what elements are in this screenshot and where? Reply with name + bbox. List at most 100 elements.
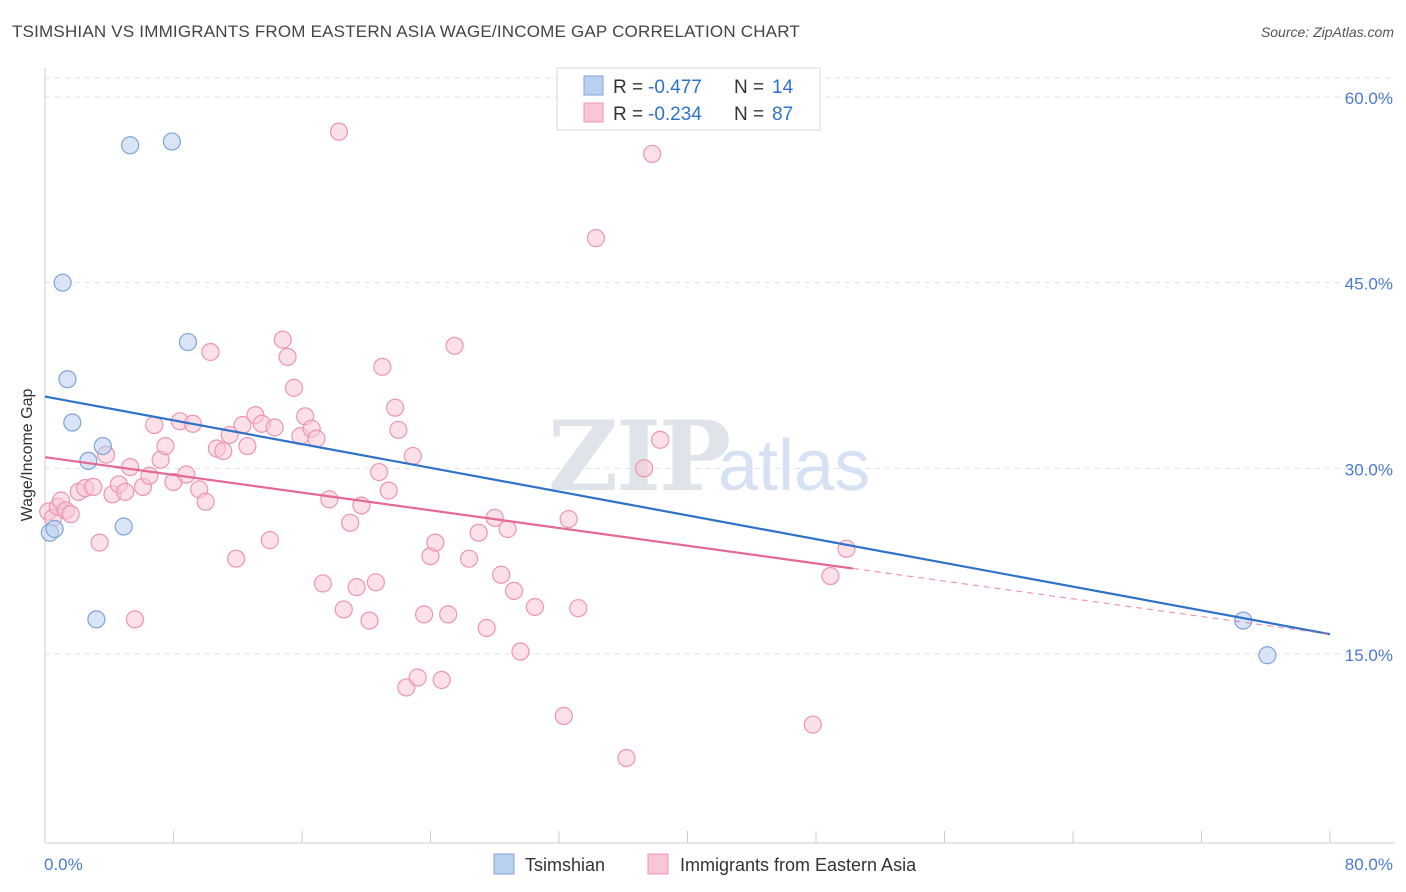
y-tick-label: 60.0% xyxy=(1345,89,1393,108)
tsimshian-point xyxy=(93,436,112,456)
source-credit: Source: ZipAtlas.com xyxy=(1260,24,1394,40)
immigrants-point xyxy=(651,430,670,449)
legend-r-label-2: R = xyxy=(613,104,643,125)
tsimshian-point xyxy=(121,136,140,155)
tsimshian-point xyxy=(63,413,82,432)
immigrants-point xyxy=(492,565,511,584)
immigrants-point xyxy=(504,581,524,600)
immigrants-point xyxy=(408,668,427,687)
legend-n-value-1: 14 xyxy=(772,77,794,98)
trend-lines xyxy=(44,395,1331,636)
watermark-zip: ZIP xyxy=(548,400,729,513)
immigrants-point xyxy=(803,715,822,734)
immigrants-point xyxy=(273,330,292,349)
stats-legend: R = -0.477 N = 14 R = -0.234 N = 87 xyxy=(556,67,821,131)
immigrants-point xyxy=(389,420,408,440)
immigrants-point xyxy=(469,523,488,542)
grid-lines xyxy=(45,77,1395,655)
immigrants-point xyxy=(320,490,339,509)
immigrants-point xyxy=(284,378,304,397)
immigrants-point xyxy=(125,610,145,629)
immigrants-point xyxy=(366,573,385,592)
tsimshian-point xyxy=(53,273,72,292)
tsimshian-points xyxy=(40,132,1277,665)
y-tick-label: 15.0% xyxy=(1345,646,1393,665)
legend-r-label-1: R = xyxy=(613,77,643,98)
legend-n-value-2: 87 xyxy=(772,104,793,125)
tsimshian-point xyxy=(1258,646,1277,665)
tsimshian-point xyxy=(79,451,98,471)
tsimshian-point xyxy=(45,519,64,539)
immigrants-point xyxy=(334,600,353,619)
immigrants-point xyxy=(379,481,398,500)
immigrants-point xyxy=(445,336,464,355)
immigrants-point xyxy=(156,436,175,456)
immigrants-point xyxy=(403,446,422,466)
immigrants-point xyxy=(477,618,496,638)
immigrants-point xyxy=(643,144,662,164)
immigrants-point xyxy=(201,342,220,362)
immigrants-point xyxy=(260,531,279,550)
immigrants-point xyxy=(196,492,215,511)
immigrants-point xyxy=(116,482,135,501)
axes xyxy=(44,68,1395,844)
immigrants-point xyxy=(84,477,103,496)
y-axis-label: Wage/Income Gap xyxy=(19,389,36,522)
immigrants-point xyxy=(329,122,349,141)
immigrants-trend-line xyxy=(44,456,854,570)
immigrants-point xyxy=(439,605,458,624)
legend-n-label-2: N = xyxy=(734,104,764,125)
immigrants-point xyxy=(177,465,196,484)
legend-n-label-1: N = xyxy=(734,77,764,98)
x-tick-labels: 0.0% 80.0% xyxy=(44,855,1393,874)
immigrants-point xyxy=(511,642,530,661)
immigrants-trend-line-extension xyxy=(852,567,1331,635)
immigrants-point xyxy=(360,611,379,630)
immigrants-point xyxy=(414,605,434,624)
immigrants-point xyxy=(586,229,606,248)
x-tick-label-min: 0.0% xyxy=(44,855,83,874)
immigrants-point xyxy=(617,748,636,768)
tsimshian-point xyxy=(1234,611,1253,630)
immigrants-point xyxy=(341,513,360,532)
immigrants-point xyxy=(238,436,257,456)
tsimshian-point xyxy=(162,132,181,151)
immigrants-point xyxy=(313,574,332,593)
legend-r-value-2: -0.234 xyxy=(648,104,702,125)
immigrants-point xyxy=(459,549,479,568)
immigrants-point xyxy=(278,347,297,367)
tsimshian-point xyxy=(178,332,198,352)
immigrants-point xyxy=(373,357,392,376)
watermark: ZIP atlas xyxy=(548,400,870,513)
legend-swatch-tsimshian xyxy=(583,75,604,96)
immigrants-point xyxy=(61,505,80,524)
tsimshian-point xyxy=(114,517,133,536)
immigrants-point xyxy=(265,418,284,437)
immigrants-point xyxy=(569,599,588,618)
tsimshian-point xyxy=(87,610,106,629)
bottom-legend-swatch-tsimshian xyxy=(493,853,515,875)
immigrants-points xyxy=(39,122,856,768)
immigrants-point xyxy=(370,462,389,482)
y-tick-labels: 15.0% 30.0% 45.0% 60.0% xyxy=(1345,89,1393,665)
bottom-legend-tsimshian: Tsimshian xyxy=(525,855,605,875)
immigrants-point xyxy=(145,415,164,435)
immigrants-point xyxy=(635,459,654,478)
immigrants-point xyxy=(554,706,573,725)
y-tick-label: 45.0% xyxy=(1345,275,1393,294)
immigrants-point xyxy=(386,398,405,417)
immigrants-point xyxy=(559,509,578,529)
y-tick-label: 30.0% xyxy=(1345,460,1393,479)
x-tick-label-max: 80.0% xyxy=(1345,855,1393,874)
tsimshian-trend-line xyxy=(44,395,1331,636)
series-legend: Tsimshian Immigrants from Eastern Asia xyxy=(493,853,917,875)
immigrants-point xyxy=(347,578,366,597)
chart-title: TSIMSHIAN VS IMMIGRANTS FROM EASTERN ASI… xyxy=(12,22,800,41)
immigrants-point xyxy=(498,519,517,539)
immigrants-point xyxy=(426,533,445,552)
bottom-legend-swatch-immigrants xyxy=(647,853,669,875)
bottom-legend-immigrants: Immigrants from Eastern Asia xyxy=(680,855,917,875)
immigrants-point xyxy=(227,549,246,568)
immigrants-point xyxy=(525,597,545,617)
